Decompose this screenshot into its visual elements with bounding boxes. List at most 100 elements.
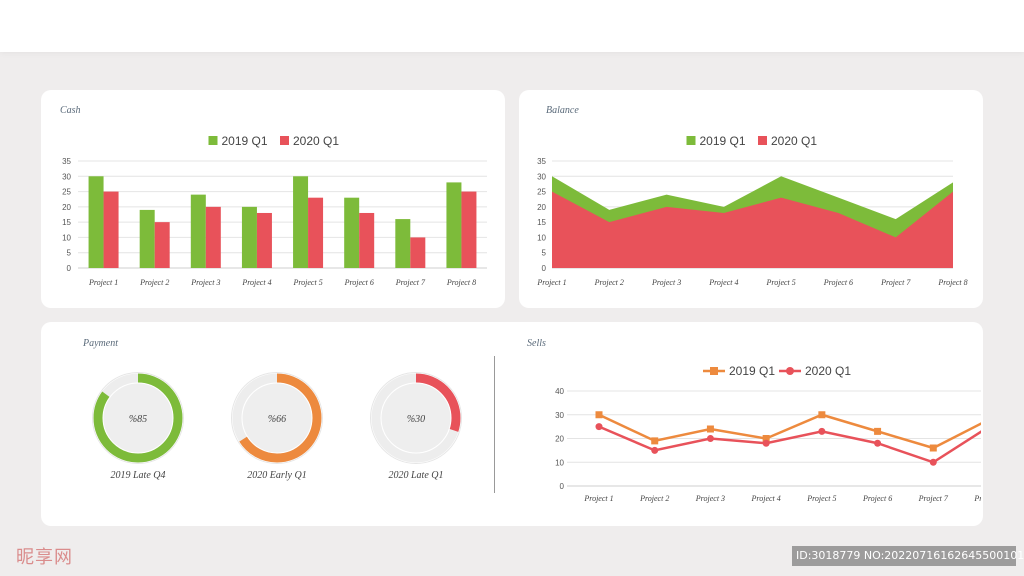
donut-arc <box>232 373 322 463</box>
cash-bar-2019 <box>293 176 309 268</box>
sells-point-2019 <box>818 411 826 419</box>
sells-ytick-label: 40 <box>555 387 564 396</box>
balance-category-label: Project 8 <box>937 278 967 287</box>
sells-legend-label-0: 2019 Q1 <box>729 364 775 378</box>
sells-legend-marker-1 <box>786 367 794 375</box>
sells-point-2020 <box>818 427 826 435</box>
sells-point-2019 <box>874 427 882 435</box>
sells-line-2019 <box>598 413 981 450</box>
watermark-id: ID:3018779 NO:20220716162645500101 <box>792 546 1024 566</box>
cash-bar-2020 <box>256 212 272 268</box>
donut-value: %85 <box>129 414 147 425</box>
cash-ytick-label: 25 <box>62 188 71 197</box>
donut-center <box>242 383 312 453</box>
sells-legend-label-1: 2020 Q1 <box>805 364 851 378</box>
donut-value: %66 <box>268 414 286 425</box>
sells-line-2020 <box>598 425 981 464</box>
sells-line-chart: 0 10 20 30 40 2019 Q1 2020 Q1 Project 1 Project … <box>555 364 981 503</box>
cash-category-label: Project 6 <box>344 278 374 287</box>
top-bar <box>0 0 1024 52</box>
balance-legend-label-1: 2020 Q1 <box>771 134 817 148</box>
sells-point-2019 <box>929 444 937 452</box>
cash-category-label: Project 1 <box>88 278 118 287</box>
cash-bar-2019 <box>139 209 155 268</box>
cash-ytick-label: 0 <box>67 264 72 273</box>
balance-category-label: Project 1 <box>536 278 566 287</box>
payment-title: Payment <box>83 338 118 349</box>
cash-bar-2020 <box>154 222 170 268</box>
cash-bar-2020 <box>103 191 119 268</box>
sells-point-2019 <box>651 437 659 445</box>
cash-ytick-label: 30 <box>62 172 71 181</box>
balance-category-label: Project 4 <box>708 278 738 287</box>
donut-label: 2019 Late Q4 <box>111 470 166 481</box>
donut-value: %30 <box>407 414 425 425</box>
balance-category-label: Project 5 <box>766 278 796 287</box>
cash-legend-label-0: 2019 Q1 <box>222 134 268 148</box>
divider <box>494 356 495 493</box>
cash-bar-2020 <box>308 197 324 268</box>
balance-legend-swatch-1 <box>758 136 767 145</box>
cash-category-label: Project 5 <box>292 278 322 287</box>
balance-title: Balance <box>546 105 579 116</box>
sells-point-2019 <box>706 425 714 433</box>
donut-center <box>103 383 173 453</box>
cash-title: Cash <box>60 105 81 116</box>
balance-category-label: Project 3 <box>651 278 681 287</box>
cash-ytick-label: 20 <box>62 203 71 212</box>
cash-ytick-label: 35 <box>62 157 71 166</box>
cash-category-label: Project 2 <box>139 278 169 287</box>
sells-point-2019 <box>762 435 770 442</box>
sells-ytick-label: 20 <box>555 435 564 444</box>
cash-bar-2019 <box>395 219 411 268</box>
sells-ytick-label: 30 <box>555 411 564 420</box>
cash-bar-2020 <box>359 212 375 268</box>
balance-ytick-label: 30 <box>537 172 546 181</box>
cash-legend-swatch-0 <box>208 136 218 145</box>
cash-ytick-label: 10 <box>62 233 71 242</box>
cash-bar-2019 <box>190 194 206 268</box>
balance-area-chart: 0 5 10 15 20 25 30 35 2019 Q1 2020 Q1 Project 1 Pro… <box>536 134 967 287</box>
payment-sells-card: Payment Sells %85 2019 Late Q4 %66 2020 Ear… <box>41 322 983 526</box>
cash-bar-2019 <box>344 197 360 268</box>
cash-category-label: Project 8 <box>446 278 476 287</box>
sells-ytick-label: 0 <box>560 482 565 491</box>
cash-bar-2020 <box>205 206 221 268</box>
balance-ytick-label: 25 <box>537 188 546 197</box>
cash-bar-2019 <box>446 182 462 268</box>
donut-arc <box>371 373 461 463</box>
cash-bar-2020 <box>410 237 426 268</box>
cash-ytick-label: 15 <box>62 218 71 227</box>
balance-ytick-label: 15 <box>537 218 546 227</box>
sells-category-label: Project 5 <box>806 494 836 503</box>
sells-category-label: Project 4 <box>751 494 781 503</box>
sells-legend-marker-0 <box>710 367 718 375</box>
sells-category-label: Project 8 <box>973 494 981 503</box>
balance-legend-label-0: 2019 Q1 <box>700 134 746 148</box>
balance-ytick-label: 20 <box>537 203 546 212</box>
sells-point-2020 <box>706 435 714 442</box>
sells-point-2020 <box>874 439 882 447</box>
sells-category-label: Project 2 <box>639 494 669 503</box>
balance-area-2020 <box>552 191 953 268</box>
cash-bar-2019 <box>88 176 104 268</box>
cash-bar-2019 <box>241 206 257 268</box>
cash-category-label: Project 3 <box>190 278 220 287</box>
donut-label: 2020 Early Q1 <box>247 470 306 481</box>
cash-legend-label-1: 2020 Q1 <box>293 134 339 148</box>
balance-card: Balance 0 5 10 15 20 25 30 35 2019 Q1 2020 Q1 Proj… <box>519 90 983 308</box>
sells-point-2020 <box>762 439 770 447</box>
sells-point-2020 <box>651 446 659 454</box>
sells-point-2019 <box>595 411 603 419</box>
balance-category-label: Project 6 <box>823 278 853 287</box>
balance-ytick-label: 0 <box>542 264 547 273</box>
sells-category-label: Project 3 <box>695 494 725 503</box>
sells-category-label: Project 1 <box>583 494 613 503</box>
sells-point-2020 <box>929 458 937 466</box>
cash-category-label: Project 7 <box>395 278 426 287</box>
balance-category-label: Project 2 <box>594 278 624 287</box>
donut-center <box>381 383 451 453</box>
cash-bar-chart: 0 5 10 15 20 25 30 35 2019 Q1 2020 Q1 Project 1 Pro… <box>62 134 487 287</box>
balance-ytick-label: 10 <box>537 233 546 242</box>
watermark-logo: 昵享网 <box>16 547 73 568</box>
